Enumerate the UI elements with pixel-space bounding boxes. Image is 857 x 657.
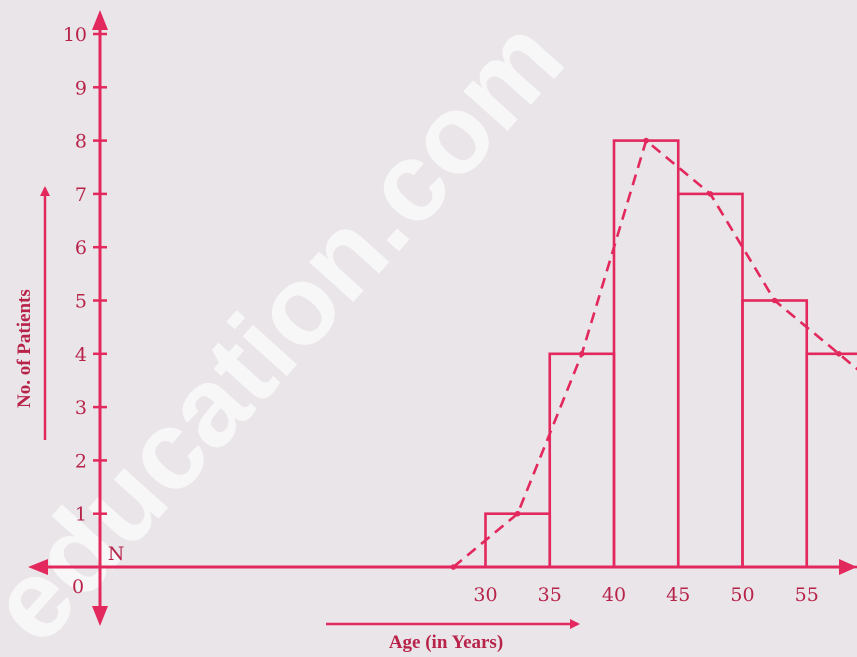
histogram-bars <box>484 139 857 569</box>
y-tick-label: 7 <box>75 184 87 206</box>
y-tick-label: 4 <box>75 344 87 366</box>
polygon-point <box>836 351 842 357</box>
polygon-point <box>771 297 778 304</box>
x-tick-label: 35 <box>538 584 562 606</box>
point-label-n: N <box>108 543 125 565</box>
frequency-polygon <box>450 137 857 570</box>
y-tick-label: 2 <box>75 450 87 472</box>
origin-label: 0 <box>72 576 84 598</box>
histogram-bar <box>676 192 744 569</box>
y-tick-label: 8 <box>75 131 87 153</box>
histogram-bar <box>548 352 616 569</box>
x-axis-right-arrow <box>839 559 857 575</box>
x-tick-label: 50 <box>730 584 754 606</box>
frequency-polygon-line <box>452 139 857 569</box>
x-axis-title: Age (in Years) <box>389 632 503 653</box>
polygon-point <box>707 191 714 197</box>
y-axis-top-arrow <box>92 10 108 30</box>
y-axis-title: No. of Patients <box>14 289 35 408</box>
x-tick-label: 40 <box>602 584 626 606</box>
y-tick-label: 6 <box>75 237 87 259</box>
polygon-point <box>643 137 649 144</box>
histogram-bar <box>484 512 552 569</box>
watermark-text: education.com <box>0 0 587 657</box>
y-tick-label: 3 <box>75 397 87 419</box>
y-tick-label: 1 <box>75 504 87 526</box>
histogram-bar <box>612 139 680 569</box>
y-tick-label: 10 <box>63 24 87 46</box>
x-tick-label: 30 <box>473 584 497 606</box>
polygon-point <box>579 351 585 357</box>
watermark: education.com <box>0 0 587 657</box>
histogram-bar <box>805 352 857 569</box>
x-axis-left-arrow <box>28 559 48 575</box>
y-tick-labels: 1 2 3 4 5 6 7 8 9 10 <box>63 24 107 526</box>
histogram-bar <box>741 299 809 569</box>
polygon-point <box>450 564 457 570</box>
y-tick-label: 5 <box>75 291 87 313</box>
x-tick-label: 55 <box>795 584 819 606</box>
x-tick-label: 45 <box>666 584 690 606</box>
polygon-point <box>514 510 521 517</box>
y-axis-bottom-arrow <box>92 606 108 626</box>
y-tick-label: 9 <box>75 77 87 99</box>
x-tick-labels: 3035404550556065707580 <box>473 584 819 606</box>
